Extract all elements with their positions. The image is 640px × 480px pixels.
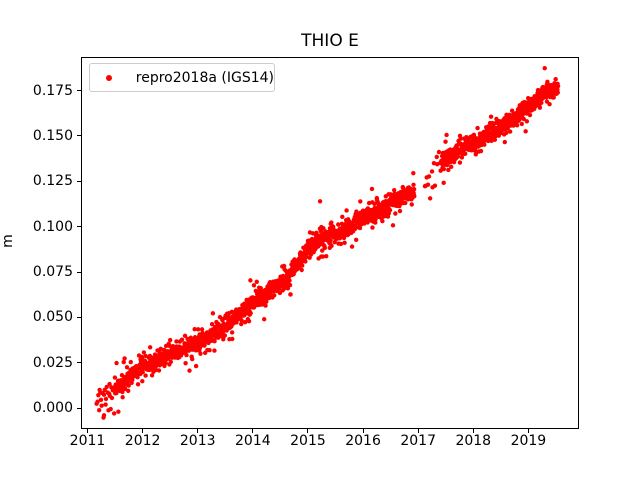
x-tick-label: 2017	[400, 433, 436, 449]
x-tick-mark	[307, 429, 309, 433]
x-tick-mark	[142, 429, 144, 433]
y-tick-mark	[77, 316, 81, 318]
y-tick-label: 0.025	[32, 354, 73, 371]
x-tick-label: 2011	[69, 433, 106, 449]
x-tick-label: 2013	[179, 433, 216, 449]
x-tick-label: 2019	[510, 433, 547, 449]
x-tick-label: 2015	[290, 433, 326, 449]
y-tick-mark	[77, 90, 81, 92]
x-tick-mark	[362, 429, 364, 433]
y-tick-label: 0.100	[32, 218, 73, 235]
y-tick-label: 0.175	[32, 82, 73, 99]
x-tick-mark	[252, 429, 254, 433]
legend-handle	[90, 74, 129, 81]
x-tick-label: 2014	[235, 433, 271, 449]
chart-title: THIO E	[301, 31, 359, 51]
scatter-canvas	[82, 58, 578, 428]
y-tick-label: 0.000	[32, 400, 73, 417]
y-tick-mark	[77, 226, 81, 228]
legend-box: repro2018a (IGS14)	[89, 63, 275, 92]
y-tick-label: 0.050	[32, 309, 73, 326]
y-tick-mark	[77, 180, 81, 182]
x-tick-mark	[87, 429, 88, 433]
y-tick-mark	[77, 271, 81, 273]
x-tick-mark	[472, 429, 474, 433]
x-tick-label: 2012	[124, 433, 161, 449]
y-tick-label: 0.150	[32, 127, 73, 144]
x-tick-label: 2016	[345, 433, 381, 449]
plot-area: repro2018a (IGS14)	[81, 57, 579, 429]
y-tick-mark	[77, 362, 81, 364]
y-tick-mark	[77, 135, 81, 137]
x-tick-mark	[197, 429, 199, 433]
y-tick-label: 0.125	[32, 173, 73, 190]
x-tick-label: 2018	[455, 433, 492, 449]
y-tick-label: 0.075	[32, 264, 73, 281]
legend-marker-dot	[106, 74, 113, 81]
x-tick-mark	[417, 429, 419, 433]
x-tick-mark	[527, 429, 529, 433]
y-tick-mark	[77, 407, 81, 409]
legend-entry-label: repro2018a (IGS14)	[135, 69, 274, 86]
